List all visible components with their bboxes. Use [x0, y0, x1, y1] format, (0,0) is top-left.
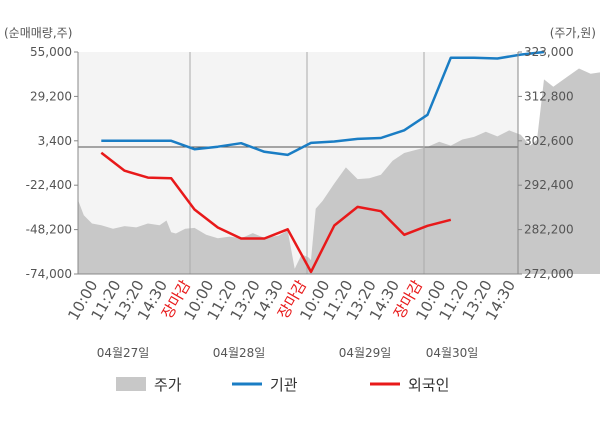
x-axis-ticks: 10:0011:2013:2014:30장마감10:0011:2013:2014…: [64, 277, 519, 324]
date-label: 04월27일: [97, 346, 150, 360]
legend-label-price: 주가: [154, 376, 182, 394]
right-unit-label: (주가,원): [550, 26, 596, 40]
left-tick-label: 3,400: [38, 134, 72, 148]
price-area-layer: [78, 68, 600, 274]
left-tick-label: -74,000: [26, 267, 72, 281]
right-tick-label: 323,000: [524, 45, 574, 59]
legend-label-institution: 기관: [270, 376, 298, 394]
line-series-layer: [100, 50, 545, 274]
right-tick-label: 282,200: [524, 223, 574, 237]
legend-label-foreign: 외국인: [408, 376, 449, 394]
date-label: 04월28일: [213, 346, 266, 360]
legend-swatch-price: [116, 377, 146, 391]
right-axis-ticks: 323,000 312,800 302,600 292,400 282,200 272,0…: [518, 45, 574, 281]
right-tick-label: 312,800: [524, 89, 574, 103]
legend: 주가 기관 외국인: [116, 376, 449, 394]
left-unit-label: (순매매량,주): [4, 26, 72, 40]
institution-line: [101, 50, 545, 157]
right-tick-label: 292,400: [524, 178, 574, 192]
left-tick-label: 29,200: [30, 89, 72, 103]
price-area: [78, 68, 600, 274]
right-tick-label: 272,000: [524, 267, 574, 281]
date-label: 04월29일: [339, 346, 392, 360]
date-label: 04월30일: [426, 346, 479, 360]
left-tick-label: -22,400: [26, 178, 72, 192]
left-axis-ticks: 55,000 29,200 3,400 -22,400 -48,200 -74,000: [26, 45, 78, 281]
left-tick-label: -48,200: [26, 223, 72, 237]
foreign-line: [100, 151, 452, 274]
date-labels: 04월27일 04월28일 04월29일 04월30일: [97, 346, 479, 360]
right-tick-label: 302,600: [524, 134, 574, 148]
left-tick-label: 55,000: [30, 45, 72, 59]
